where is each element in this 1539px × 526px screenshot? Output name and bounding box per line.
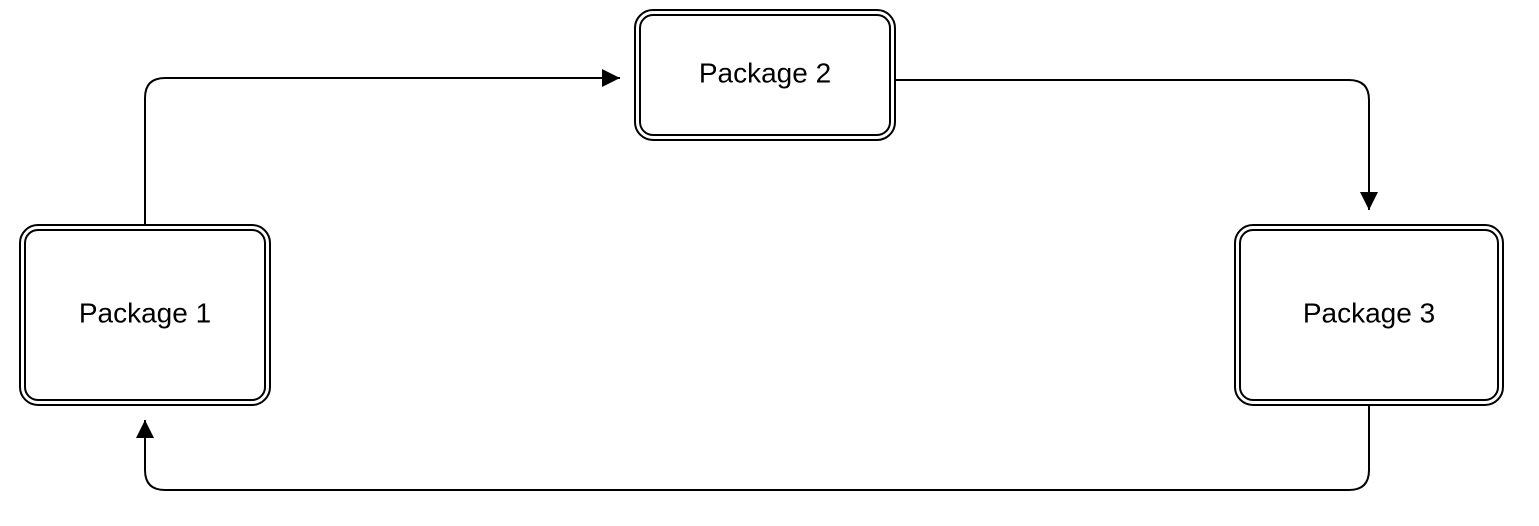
node-pkg1-label: Package 1	[79, 297, 211, 328]
node-pkg2: Package 2	[635, 10, 895, 140]
node-pkg3-label: Package 3	[1303, 297, 1435, 328]
arrowhead-pkg3-to-pkg1	[136, 420, 154, 438]
node-pkg3: Package 3	[1235, 225, 1503, 405]
node-pkg2-label: Package 2	[699, 57, 831, 88]
edge-pkg3-to-pkg1	[145, 405, 1369, 490]
nodes-layer: Package 1 Package 2 Package 3	[20, 10, 1503, 405]
diagram-canvas: Package 1 Package 2 Package 3	[0, 0, 1539, 526]
arrowhead-pkg1-to-pkg2	[602, 69, 620, 87]
node-pkg1: Package 1	[20, 225, 270, 405]
edge-pkg1-to-pkg2	[145, 78, 620, 225]
arrowhead-pkg2-to-pkg3	[1360, 192, 1378, 210]
edge-pkg2-to-pkg3	[895, 80, 1369, 210]
